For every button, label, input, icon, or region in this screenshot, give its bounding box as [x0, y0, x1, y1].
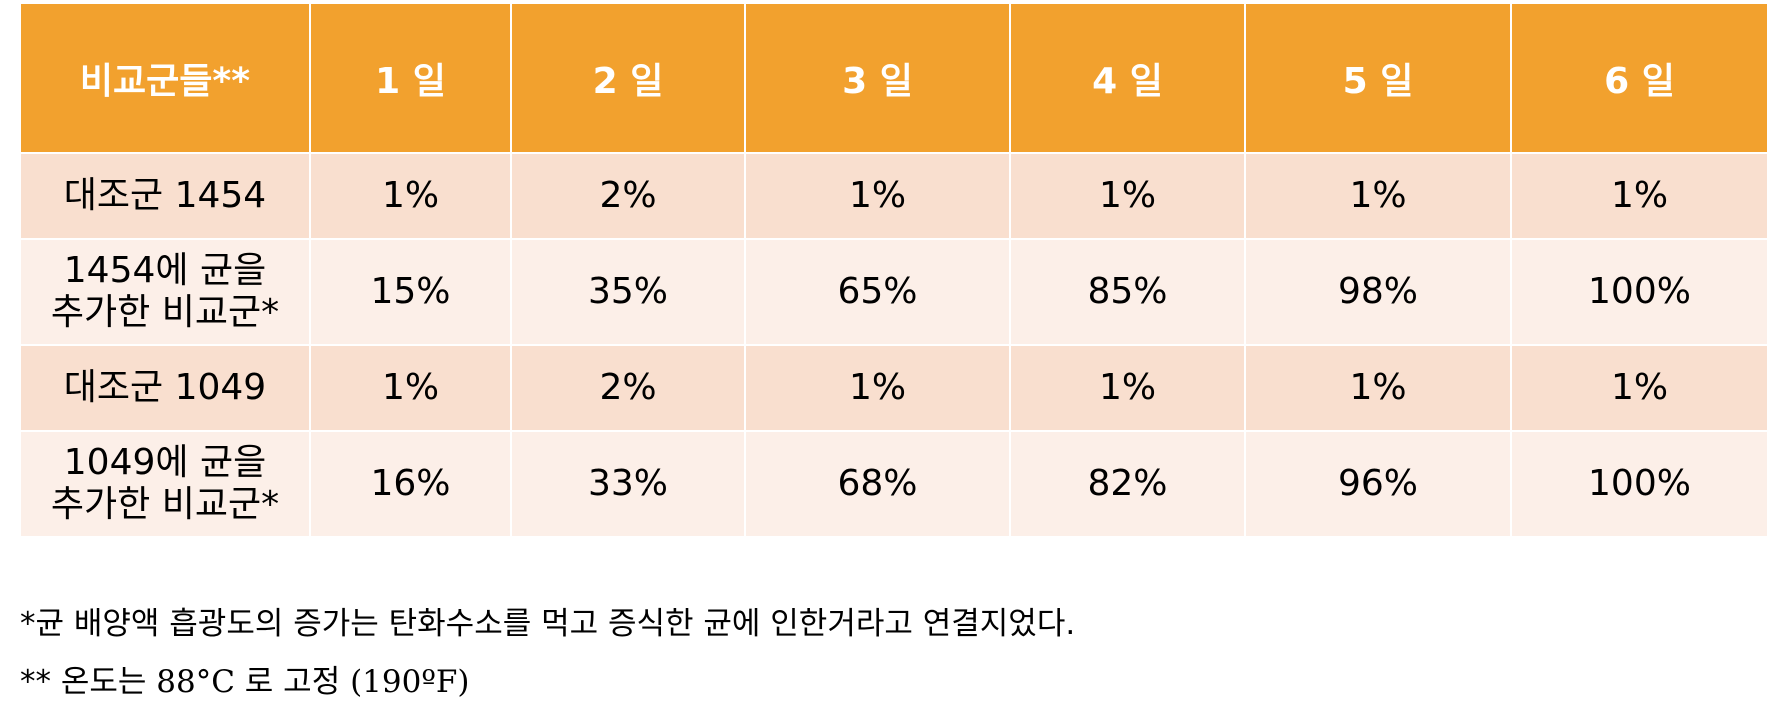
row-label-line: 대조군 1454 — [63, 175, 267, 216]
row-label-line: 추가한 비교군* — [50, 292, 280, 333]
row-label-line: 추가한 비교군* — [50, 484, 280, 525]
table-row: 1454에 균을 추가한 비교군* 15% 35% 65% 85% 98% 10… — [19, 238, 1769, 346]
results-table-container: 비교군들** 1 일 2 일 3 일 4 일 5 일 6 일 대조군 1454 … — [19, 2, 1769, 538]
row-label: 1049에 균을 추가한 비교군* — [19, 430, 311, 538]
table-cell: 15% — [309, 238, 512, 346]
header-group: 비교군들** — [19, 2, 311, 154]
footnote-2-prefix: ** 온도는 — [20, 664, 157, 700]
table-cell: 1% — [744, 344, 1011, 432]
header-day-1: 1 일 — [309, 2, 512, 154]
table-cell: 100% — [1510, 238, 1769, 346]
table-cell: 68% — [744, 430, 1011, 538]
table-cell: 16% — [309, 430, 512, 538]
header-day-5: 5 일 — [1244, 2, 1512, 154]
header-day-4: 4 일 — [1009, 2, 1246, 154]
row-label-line: 대조군 1049 — [63, 367, 267, 408]
footnote-2: ** 온도는 88°C 로 고정 (190ºF) — [20, 664, 1075, 700]
table-cell: 1% — [1244, 344, 1512, 432]
footnote-1: *균 배양액 흡광도의 증가는 탄화수소를 먹고 증식한 균에 인한거라고 연결… — [20, 606, 1076, 642]
table-cell: 2% — [510, 152, 746, 240]
footnote-2-mid: 로 고정 — [234, 664, 351, 700]
table-cell: 85% — [1009, 238, 1246, 346]
header-day-2: 2 일 — [510, 2, 746, 154]
footnote-2-temp-f: (190ºF) — [350, 664, 470, 700]
table-row: 대조군 1454 1% 2% 1% 1% 1% 1% — [19, 152, 1769, 240]
table-cell: 98% — [1244, 238, 1512, 346]
table-cell: 1% — [1009, 152, 1246, 240]
footnote-2-temp-c: 88°C — [156, 664, 235, 700]
table-row: 대조군 1049 1% 2% 1% 1% 1% 1% — [19, 344, 1769, 432]
header-day-6: 6 일 — [1510, 2, 1769, 154]
row-label: 1454에 균을 추가한 비교군* — [19, 238, 311, 346]
results-table: 비교군들** 1 일 2 일 3 일 4 일 5 일 6 일 대조군 1454 … — [19, 2, 1769, 538]
footnotes: *균 배양액 흡광도의 증가는 탄화수소를 먹고 증식한 균에 인한거라고 연결… — [20, 606, 1075, 722]
table-cell: 1% — [1510, 152, 1769, 240]
row-label-line: 1049에 균을 — [63, 442, 267, 483]
row-label: 대조군 1454 — [19, 152, 311, 240]
table-cell: 1% — [309, 344, 512, 432]
table-cell: 33% — [510, 430, 746, 538]
table-cell: 1% — [309, 152, 512, 240]
table-cell: 1% — [1244, 152, 1512, 240]
table-cell: 2% — [510, 344, 746, 432]
table-cell: 65% — [744, 238, 1011, 346]
row-label: 대조군 1049 — [19, 344, 311, 432]
header-day-3: 3 일 — [744, 2, 1011, 154]
table-cell: 1% — [1009, 344, 1246, 432]
table-cell: 1% — [744, 152, 1011, 240]
table-row: 1049에 균을 추가한 비교군* 16% 33% 68% 82% 96% 10… — [19, 430, 1769, 538]
table-cell: 96% — [1244, 430, 1512, 538]
table-cell: 82% — [1009, 430, 1246, 538]
table-cell: 100% — [1510, 430, 1769, 538]
header-row: 비교군들** 1 일 2 일 3 일 4 일 5 일 6 일 — [19, 2, 1769, 154]
table-cell: 1% — [1510, 344, 1769, 432]
row-label-line: 1454에 균을 — [63, 250, 267, 291]
table-cell: 35% — [510, 238, 746, 346]
